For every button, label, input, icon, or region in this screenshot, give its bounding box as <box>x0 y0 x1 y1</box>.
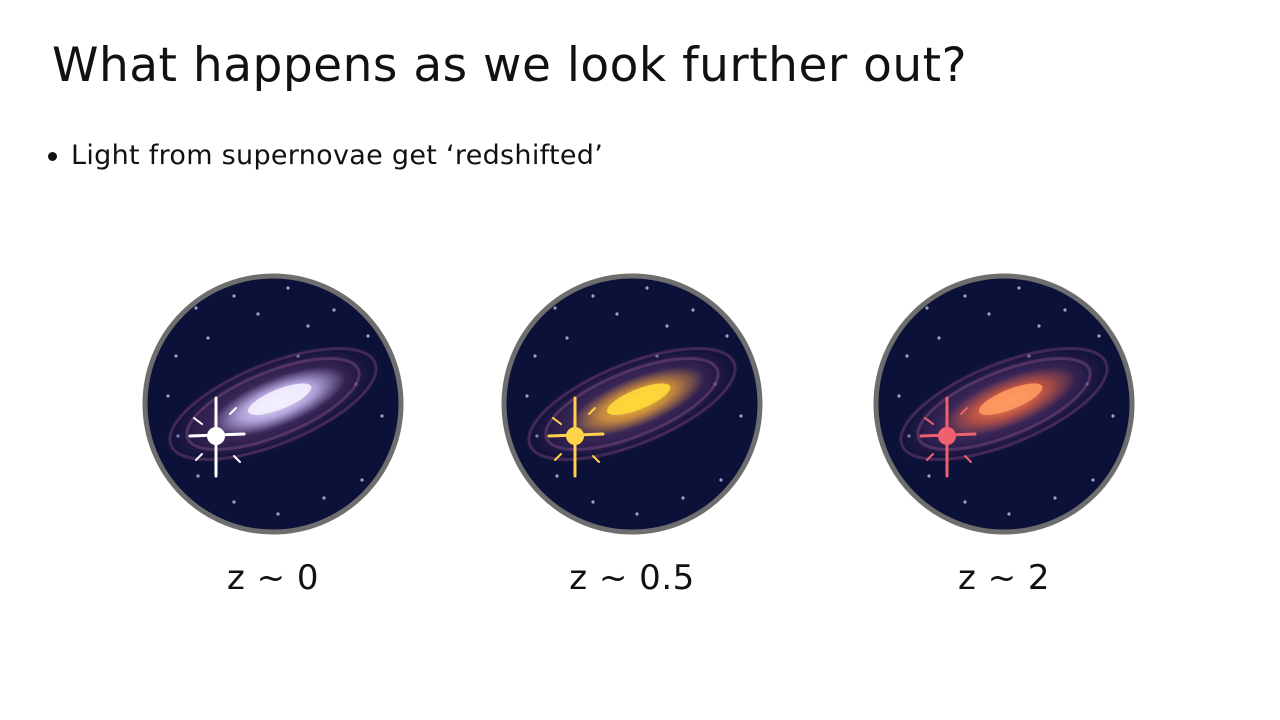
star-dot <box>897 394 901 398</box>
star-dot <box>1072 514 1076 518</box>
star-dot <box>591 294 595 298</box>
star-dot <box>276 512 280 516</box>
star-dot <box>256 312 260 316</box>
supernova-icon <box>919 396 977 478</box>
supernova-icon <box>188 396 246 478</box>
redshift-label: z ~ 0 <box>226 558 320 598</box>
star-dot <box>1037 324 1041 328</box>
star-dot <box>322 496 326 500</box>
galaxy-illustration <box>873 273 1135 535</box>
star-dot <box>725 334 729 338</box>
star-dot <box>700 514 704 518</box>
galaxy-panel-z2: z ~ 2 <box>869 266 1139 606</box>
galaxy-illustration <box>142 273 404 535</box>
viewport-frame <box>142 273 404 535</box>
star-dot <box>987 312 991 316</box>
star-dot <box>286 286 290 290</box>
star-dot <box>306 324 310 328</box>
star-dot <box>332 308 336 312</box>
star-dot <box>1111 414 1115 418</box>
supernova-icon <box>547 396 605 478</box>
star-dot <box>232 294 236 298</box>
star-dot <box>196 474 200 478</box>
star-dot <box>635 512 639 516</box>
viewport-frame <box>501 273 763 535</box>
star-dot <box>1053 496 1057 500</box>
redshift-label: z ~ 0.5 <box>569 558 695 598</box>
star-dot <box>681 496 685 500</box>
star-dot <box>380 414 384 418</box>
bullet-text: Light from supernovae get ‘redshifted’ <box>71 140 604 171</box>
star-dot <box>963 500 967 504</box>
star-dot <box>533 354 537 358</box>
star-dot <box>927 474 931 478</box>
star-dot <box>525 394 529 398</box>
star-dot <box>645 286 649 290</box>
star-dot <box>166 394 170 398</box>
bullet-item: Light from supernovae get ‘redshifted’ <box>48 140 603 171</box>
star-dot <box>1091 478 1095 482</box>
star-dot <box>553 306 557 310</box>
star-dot <box>591 500 595 504</box>
star-dot <box>615 312 619 316</box>
bullet-dot-icon <box>48 152 57 161</box>
galaxy-panel-z0: z ~ 0 <box>138 266 408 606</box>
star-dot <box>1017 286 1021 290</box>
star-dot <box>1097 334 1101 338</box>
star-dot <box>565 336 569 340</box>
star-dot <box>360 478 364 482</box>
star-dot <box>691 308 695 312</box>
bullet-list: Light from supernovae get ‘redshifted’ <box>48 140 603 171</box>
star-dot <box>719 478 723 482</box>
star-dot <box>925 306 929 310</box>
star-dot <box>739 414 743 418</box>
star-dot <box>665 324 669 328</box>
star-dot <box>194 306 198 310</box>
star-dot <box>366 334 370 338</box>
star-dot <box>232 500 236 504</box>
star-dot <box>905 354 909 358</box>
star-dot <box>206 336 210 340</box>
star-dot <box>1007 512 1011 516</box>
star-dot <box>1063 308 1067 312</box>
star-dot <box>555 474 559 478</box>
star-dot <box>963 294 967 298</box>
star-dot <box>174 354 178 358</box>
star-dot <box>341 514 345 518</box>
redshift-label: z ~ 2 <box>957 558 1051 598</box>
galaxy-illustration <box>501 273 763 535</box>
viewport-frame <box>873 273 1135 535</box>
star-dot <box>937 336 941 340</box>
slide-title: What happens as we look further out? <box>52 38 968 93</box>
galaxy-panel-z0-5: z ~ 0.5 <box>497 266 767 606</box>
